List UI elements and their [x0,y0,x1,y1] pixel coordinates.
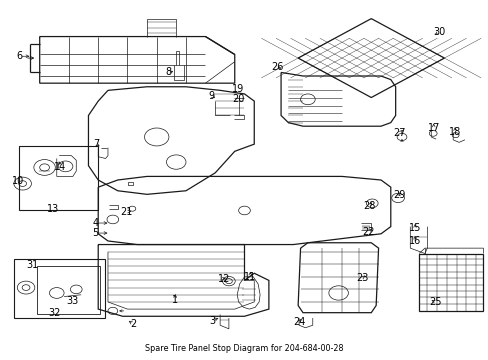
Text: 2: 2 [130,319,136,329]
Text: 15: 15 [408,224,421,233]
Text: Spare Tire Panel Stop Diagram for 204-684-00-28: Spare Tire Panel Stop Diagram for 204-68… [145,344,343,353]
Text: 12: 12 [217,274,230,284]
Text: 4: 4 [93,218,99,228]
Bar [37,266,100,315]
Text: 28: 28 [363,201,375,211]
Text: 25: 25 [428,297,441,307]
Text: 5: 5 [92,228,99,238]
Text: 13: 13 [47,204,60,214]
Text: 33: 33 [66,296,79,306]
Text: 24: 24 [292,317,305,327]
Text: 23: 23 [356,273,368,283]
Text: 29: 29 [392,190,405,200]
Text: 9: 9 [208,91,214,101]
Text: 10: 10 [12,176,24,186]
Text: 32: 32 [48,308,61,318]
Text: 3: 3 [209,316,215,325]
Text: 7: 7 [93,139,99,149]
Text: 19: 19 [232,84,244,94]
Text: 31: 31 [26,260,39,270]
Text: 27: 27 [392,129,405,138]
Text: 30: 30 [432,27,445,37]
Text: 21: 21 [120,207,132,217]
Text: 26: 26 [271,62,283,72]
Text: 16: 16 [408,236,421,246]
Text: 11: 11 [244,272,256,282]
Bar [14,259,104,318]
Text: 22: 22 [362,227,374,237]
Text: 8: 8 [164,67,171,77]
Text: 20: 20 [231,94,244,104]
Bar [19,146,98,211]
Text: 1: 1 [172,295,178,305]
Text: 14: 14 [54,162,66,172]
Text: 6: 6 [16,51,22,61]
Text: 17: 17 [427,123,439,133]
Text: 18: 18 [448,127,460,136]
